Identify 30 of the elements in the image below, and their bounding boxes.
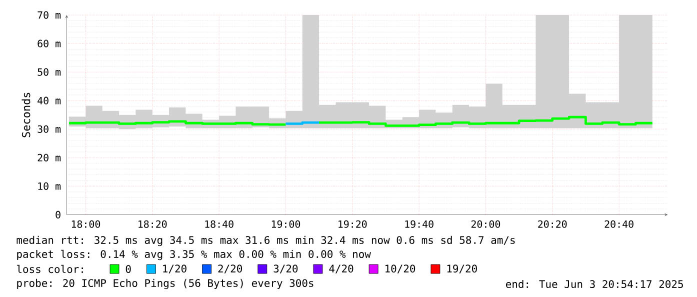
y-axis-title: Seconds — [22, 92, 30, 138]
legend-title: loss color: — [17, 264, 83, 274]
legend-label: 19/20 — [447, 264, 477, 274]
y-tick-label: 60 m — [38, 40, 61, 48]
y-tick-label: 0 — [56, 210, 60, 218]
x-tick-label: 20:00 — [471, 220, 500, 228]
x-tick-label: 19:00 — [272, 220, 300, 228]
y-tick-label: 10 m — [38, 182, 61, 190]
text: probe: 20 ICMP Echo Pings (56 Bytes) every 300s — [17, 278, 314, 290]
y-tick-label: 50 m — [38, 68, 61, 76]
y-tick-label: 30 m — [38, 125, 61, 133]
y-tick-label: 20 m — [38, 154, 61, 162]
x-tick-label: 18:00 — [72, 220, 100, 228]
legend-label: 4/20 — [329, 264, 354, 274]
x-tick-label: 20:40 — [604, 220, 634, 228]
text: packet loss: 0.14 % avg 3.35 % max 0.00 % min 0.00 % now — [17, 250, 371, 260]
legend-label: 3/20 — [274, 264, 298, 274]
x-tick-label: 18:40 — [205, 220, 234, 228]
legend-label: 0 — [126, 265, 131, 273]
y-tick-label: 40 m — [38, 96, 61, 104]
x-tick-label: 19:20 — [338, 220, 367, 228]
text: end: Tue Jun 3 20:54:17 2025 — [506, 280, 683, 288]
legend-label: 2/20 — [218, 264, 242, 274]
x-tick-label: 19:40 — [405, 220, 434, 228]
legend-label: 1/20 — [163, 264, 186, 274]
text: median rtt: 32.5 ms avg 34.5 ms max 31.6 ms min 32.4 ms now 0.6 ms sd 58.7 am/s — [16, 236, 515, 246]
x-tick-label: 18:20 — [138, 220, 167, 228]
x-tick-label: 20:20 — [538, 220, 567, 228]
y-tick-label: 70 m — [38, 11, 61, 19]
legend-label: 10/20 — [386, 264, 416, 274]
